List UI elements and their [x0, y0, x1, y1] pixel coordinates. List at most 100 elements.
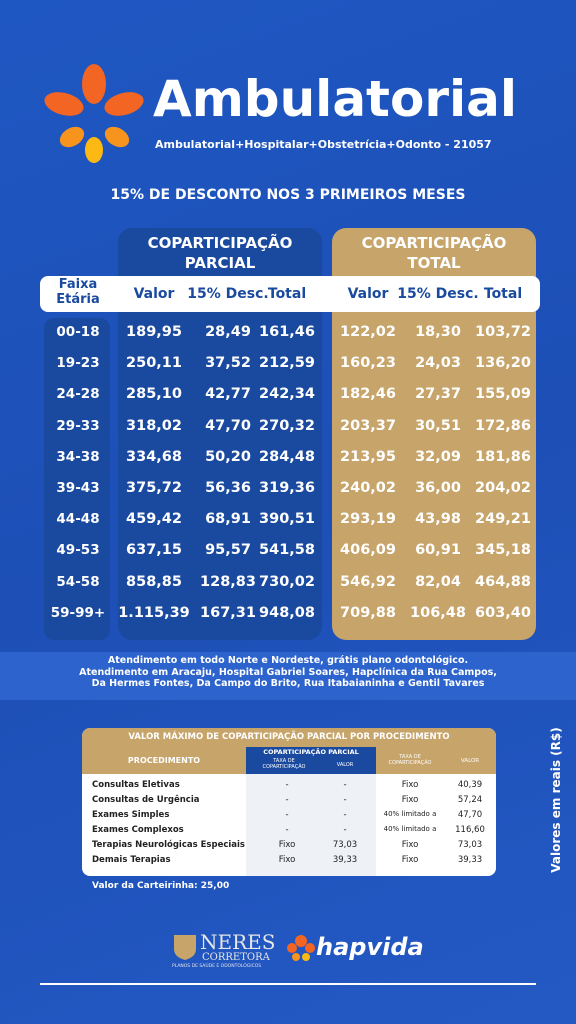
- price: 270,32: [259, 417, 315, 434]
- price: 334,68: [126, 448, 182, 465]
- notice-band: [0, 652, 576, 700]
- price: 858,85: [126, 573, 182, 590]
- price: 37,52: [205, 355, 251, 372]
- notice-line: Atendimento em todo Norte e Nordeste, gr…: [107, 655, 469, 666]
- procedure-cell: 39,33: [332, 855, 358, 865]
- price: 167,31: [200, 604, 256, 621]
- header: TAXA DE COPARTICIPAÇÃO: [388, 754, 432, 766]
- price: 160,23: [340, 355, 396, 372]
- price: 27,37: [415, 386, 461, 403]
- divider: [40, 983, 536, 985]
- age-range: 29-33: [56, 417, 100, 434]
- notice-line: Da Hermes Fontes, Da Campo do Brito, Rua…: [91, 678, 485, 689]
- procedure-name: Consultas Eletivas: [92, 780, 180, 790]
- price: 546,92: [340, 573, 396, 590]
- procedure-cell: 40,39: [457, 780, 483, 790]
- procedure-cell: 116,60: [455, 825, 485, 835]
- price: 161,46: [259, 324, 315, 340]
- price: 709,88: [340, 604, 396, 621]
- notice: Atendimento em todo Norte e Nordeste, gr…: [0, 655, 576, 690]
- procedure-title: VALOR MÁXIMO DE COPARTICIPAÇÃO PARCIAL P…: [128, 732, 450, 742]
- procedure-cell: 39,33: [457, 855, 483, 865]
- procedure-name: Exames Simples: [92, 810, 170, 820]
- price: 948,08: [259, 604, 315, 621]
- procedure-name: Terapias Neurológicas Especiais: [92, 840, 245, 850]
- procedure-cell: 47,70: [457, 810, 483, 820]
- column-header: Faixa Etária: [56, 277, 100, 307]
- price: 18,30: [415, 324, 461, 340]
- header: PROCEDIMENTO: [127, 756, 201, 765]
- procedure-cell: -: [285, 825, 289, 835]
- price: 36,00: [415, 480, 461, 496]
- group-header: COPARTICIPAÇÃO TOTAL: [361, 234, 507, 272]
- procedure-cell: Fixo: [278, 840, 296, 850]
- price: 284,48: [259, 448, 315, 465]
- procedure-cell: -: [285, 795, 289, 805]
- price: 47,70: [205, 417, 251, 434]
- price: 464,88: [475, 573, 531, 590]
- procedure-cell: -: [343, 810, 347, 820]
- price: 182,46: [340, 386, 396, 403]
- price: 249,21: [475, 511, 531, 528]
- procedure-cell: Fixo: [278, 855, 296, 865]
- price: 459,42: [126, 511, 182, 528]
- price: 318,02: [126, 417, 182, 434]
- title: Ambulatorial: [153, 70, 517, 128]
- price: 390,51: [259, 511, 315, 528]
- promo: 15% DE DESCONTO NOS 3 PRIMEIROS MESES: [110, 187, 466, 203]
- procedure-cell: 73,03: [457, 840, 483, 850]
- age-range: 49-53: [56, 542, 100, 559]
- procedure-name: Consultas de Urgência: [92, 795, 200, 805]
- price: 293,19: [340, 511, 396, 528]
- price: 730,02: [259, 573, 315, 590]
- price: 60,91: [415, 542, 461, 559]
- age-panel: [44, 318, 110, 640]
- column-header: Total: [483, 286, 523, 302]
- price: 181,86: [475, 448, 531, 465]
- procedure-cell: 40% limitado a: [383, 825, 437, 833]
- column-header: Valor: [133, 286, 175, 302]
- subtitle: Ambulatorial+Hospitalar+Obstetrícia+Odon…: [155, 138, 492, 151]
- procedure-name: Demais Terapias: [92, 855, 171, 865]
- procedure-cell: -: [285, 810, 289, 820]
- price: 406,09: [340, 542, 396, 559]
- parcial-header-bg: [246, 747, 376, 774]
- price: 189,95: [126, 324, 182, 340]
- price: 82,04: [415, 573, 461, 590]
- price: 106,48: [410, 604, 466, 621]
- price: 603,40: [475, 604, 531, 621]
- price: 203,37: [340, 417, 396, 434]
- price: 204,02: [475, 480, 531, 496]
- brand: hapvida: [316, 933, 424, 961]
- price: 122,02: [340, 324, 396, 340]
- broker-name: NERES: [200, 930, 276, 954]
- broker-sub: CORRETORA: [202, 952, 270, 963]
- price: 128,83: [200, 573, 256, 590]
- broker-tagline: PLANOS DE SAÚDE E ODONTOLÓGICOS: [172, 964, 262, 969]
- price: 32,09: [415, 448, 461, 465]
- procedure-cell: Fixo: [401, 840, 419, 850]
- price: 285,10: [126, 386, 182, 403]
- procedure-cell: 57,24: [457, 795, 483, 805]
- broker-emblem: [174, 935, 196, 960]
- header: COPARTICIPAÇÃO PARCIAL: [263, 748, 359, 756]
- price: 30,51: [415, 417, 461, 434]
- procedure-cell: -: [343, 825, 347, 835]
- header: VALOR: [460, 758, 480, 764]
- procedure-cell: -: [343, 795, 347, 805]
- price: 240,02: [340, 480, 396, 496]
- price: 345,18: [475, 542, 531, 559]
- price: 242,34: [259, 386, 315, 403]
- age-range: 24-28: [56, 386, 100, 403]
- age-range: 34-38: [56, 448, 100, 465]
- brand-flower: [287, 935, 315, 961]
- header: TAXA DE COPARTICIPAÇÃO: [262, 758, 306, 770]
- procedure-cell: -: [343, 780, 347, 790]
- price: 56,36: [205, 480, 251, 496]
- price: 250,11: [126, 355, 182, 372]
- price: 213,95: [340, 448, 396, 465]
- price: 155,09: [475, 386, 531, 403]
- column-header-bar: [40, 276, 540, 312]
- column-header: 15% Desc.: [397, 286, 479, 302]
